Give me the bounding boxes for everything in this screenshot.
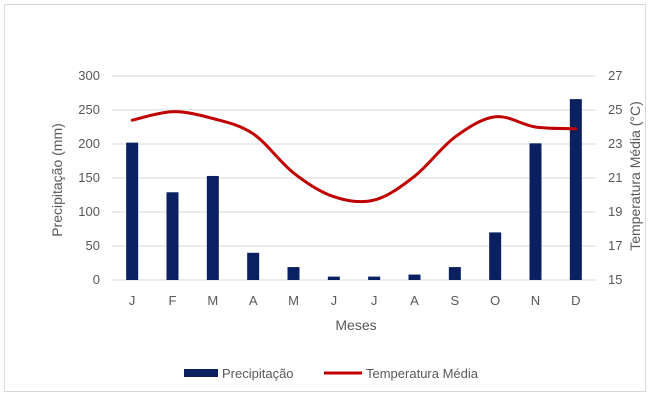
left-tick-label: 150 — [78, 170, 100, 185]
precipitation-bar — [206, 175, 219, 280]
left-axis-title: Precipitação (mm) — [49, 123, 65, 237]
gridlines — [112, 75, 596, 281]
x-tick-label: O — [490, 293, 500, 308]
precipitation-bar — [529, 143, 542, 280]
precipitation-bar — [327, 276, 340, 280]
precipitation-bars — [126, 99, 582, 281]
x-tick-label: J — [129, 293, 136, 308]
left-axis-ticks: 0 50 100 150 200 250 300 — [78, 68, 100, 287]
right-tick-label: 15 — [608, 272, 622, 287]
x-tick-label: F — [169, 293, 177, 308]
precipitation-bar — [287, 267, 300, 280]
left-tick-label: 100 — [78, 204, 100, 219]
right-tick-label: 21 — [608, 170, 622, 185]
precipitation-bar — [569, 99, 582, 281]
temperature-line-group — [130, 110, 578, 204]
x-tick-label: A — [249, 293, 258, 308]
right-axis-ticks: 15 17 19 21 23 25 27 — [608, 68, 622, 287]
right-tick-label: 19 — [608, 204, 622, 219]
x-tick-label: J — [331, 293, 338, 308]
legend-label-temperature: Temperatura Média — [366, 366, 479, 381]
x-tick-label: N — [531, 293, 540, 308]
x-tick-label: S — [450, 293, 459, 308]
precipitation-bar — [247, 252, 260, 280]
precipitation-bar — [368, 276, 381, 280]
left-tick-label: 50 — [86, 238, 100, 253]
precipitation-bar — [408, 274, 421, 280]
legend: Precipitação Temperatura Média — [184, 366, 479, 381]
temperature-line — [130, 110, 578, 204]
legend-label-precipitation: Precipitação — [222, 366, 294, 381]
x-axis-title: Meses — [335, 317, 376, 333]
precipitation-bar — [489, 232, 502, 280]
left-tick-label: 200 — [78, 136, 100, 151]
legend-swatch-precipitation — [184, 369, 218, 377]
precipitation-bar — [126, 142, 139, 280]
right-tick-label: 23 — [608, 136, 622, 151]
x-tick-label: M — [207, 293, 218, 308]
precipitation-bar — [448, 267, 461, 280]
right-axis-title: Temperatura Média (°C) — [627, 101, 643, 251]
x-tick-label: A — [410, 293, 419, 308]
right-tick-label: 27 — [608, 68, 622, 83]
left-tick-label: 250 — [78, 102, 100, 117]
precipitation-bar — [166, 192, 179, 280]
right-tick-label: 25 — [608, 102, 622, 117]
right-tick-label: 17 — [608, 238, 622, 253]
left-tick-label: 0 — [93, 272, 100, 287]
x-tick-label: J — [371, 293, 378, 308]
x-tick-label: D — [571, 293, 580, 308]
x-tick-label: M — [288, 293, 299, 308]
left-tick-label: 300 — [78, 68, 100, 83]
